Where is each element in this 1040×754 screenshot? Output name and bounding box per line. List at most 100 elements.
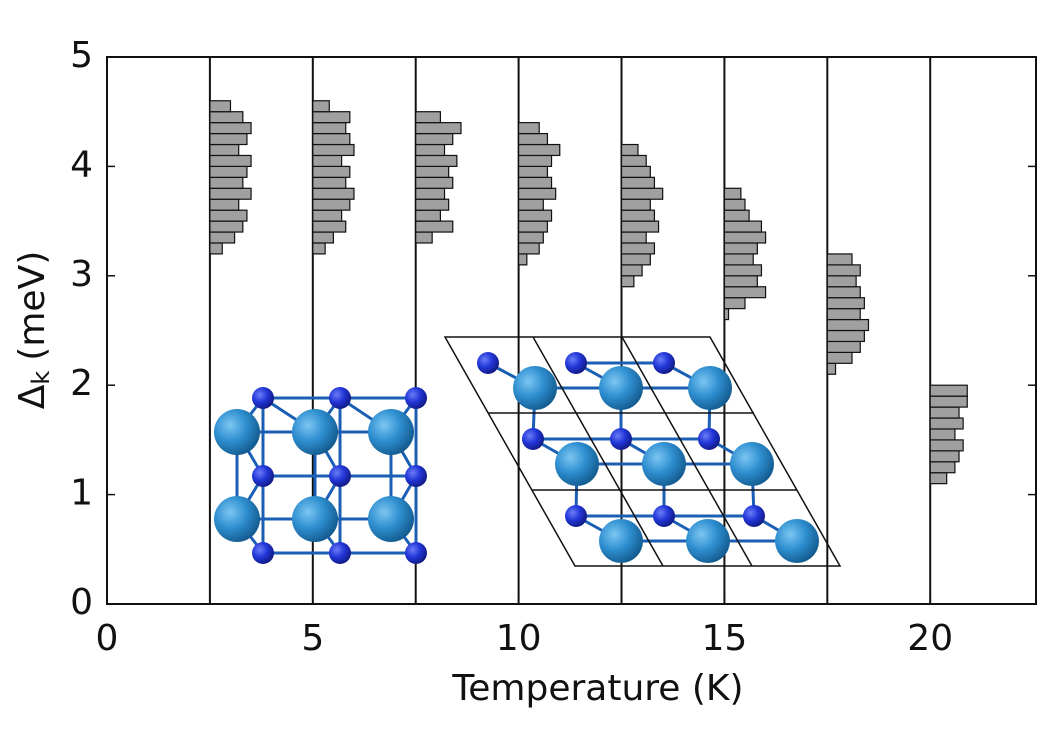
histogram-bar bbox=[518, 132, 549, 146]
histogram-bar bbox=[826, 351, 853, 364]
histogram-bar bbox=[620, 253, 651, 266]
y-axis-label: Δk (meV) bbox=[12, 251, 55, 409]
histogram-bar bbox=[209, 209, 248, 222]
histogram-bar bbox=[620, 275, 635, 288]
histogram-bar bbox=[312, 143, 355, 157]
y-tick-label: 1 bbox=[70, 473, 93, 514]
histogram-bar bbox=[826, 253, 853, 266]
histogram-bar bbox=[312, 132, 351, 146]
histogram-bar bbox=[929, 395, 968, 408]
histogram-bar bbox=[620, 187, 664, 200]
histogram-bar bbox=[826, 340, 861, 353]
histogram-bar bbox=[415, 231, 433, 244]
histogram-bar bbox=[826, 275, 857, 288]
histogram-bar bbox=[209, 242, 223, 255]
histogram-bar bbox=[209, 111, 244, 124]
x-tick-label: 20 bbox=[907, 618, 953, 659]
histogram-bar bbox=[929, 417, 964, 430]
histogram-bar bbox=[312, 100, 330, 113]
y-tick-label: 5 bbox=[70, 35, 93, 76]
y-label-symbol: Δ bbox=[12, 384, 53, 409]
histogram-bar bbox=[826, 264, 861, 277]
histogram-bar bbox=[209, 176, 244, 189]
histogram-bar bbox=[209, 143, 240, 157]
plot-frame bbox=[106, 56, 1037, 605]
histogram-bar bbox=[723, 198, 746, 211]
histogram-bar bbox=[415, 111, 442, 124]
histogram-bar bbox=[415, 154, 458, 168]
histogram-bar bbox=[929, 450, 960, 463]
histogram-bar bbox=[929, 472, 948, 485]
histogram-bar bbox=[620, 242, 656, 255]
histogram-bar bbox=[929, 384, 968, 397]
histogram-bar bbox=[929, 406, 960, 419]
histogram-bar bbox=[312, 209, 343, 222]
histogram-bar bbox=[312, 231, 334, 244]
histogram-bar bbox=[518, 198, 544, 211]
histogram-bar bbox=[723, 209, 750, 222]
histogram-bar bbox=[415, 209, 442, 222]
histogram-bar bbox=[723, 187, 742, 200]
histogram-bar bbox=[620, 209, 656, 222]
histogram-bar bbox=[415, 122, 462, 135]
histogram-bar bbox=[826, 297, 865, 310]
histogram-bar bbox=[723, 297, 746, 310]
histogram-bar bbox=[826, 286, 861, 299]
histogram-bar bbox=[209, 198, 240, 211]
y-label-subscript: k bbox=[27, 371, 55, 385]
x-tick-label: 10 bbox=[496, 618, 542, 659]
histogram-bar bbox=[518, 165, 549, 178]
histogram-bar bbox=[209, 122, 252, 135]
histogram-bar bbox=[518, 143, 561, 157]
histogram-bar bbox=[723, 220, 763, 233]
histogram-bar bbox=[312, 242, 326, 255]
histogram-bar bbox=[620, 165, 651, 178]
histogram-bar bbox=[518, 176, 553, 189]
histogram-bar bbox=[518, 253, 528, 266]
histogram-bar bbox=[209, 231, 236, 244]
histogram-bar bbox=[518, 242, 540, 255]
histogram-bar bbox=[518, 154, 553, 168]
inset-left-structure bbox=[214, 387, 427, 564]
histogram-bar bbox=[518, 209, 553, 222]
y-tick-label: 0 bbox=[70, 582, 93, 623]
histogram-bar bbox=[312, 187, 355, 200]
histogram-bar bbox=[620, 264, 643, 277]
histogram-bar bbox=[620, 176, 656, 189]
histogram-bar bbox=[826, 329, 865, 343]
histogram-bar bbox=[826, 308, 861, 321]
histogram-bar bbox=[723, 242, 758, 255]
histogram-bar bbox=[312, 111, 351, 124]
histogram-bar bbox=[620, 154, 647, 168]
histogram-bar bbox=[518, 122, 540, 135]
histogram-bar bbox=[209, 165, 248, 178]
histogram-bar bbox=[209, 100, 232, 113]
histogram-bar bbox=[620, 198, 651, 211]
histogram-bar bbox=[415, 198, 450, 211]
histogram-bar bbox=[209, 220, 244, 233]
x-axis-label: Temperature (K) bbox=[451, 668, 743, 709]
histogram-bar bbox=[518, 231, 544, 244]
histogram-bar bbox=[415, 143, 446, 157]
x-tick-label: 5 bbox=[301, 618, 324, 659]
histogram-bar bbox=[929, 428, 956, 441]
y-tick-label: 3 bbox=[70, 254, 93, 295]
histogram-bar bbox=[929, 461, 956, 474]
x-tick-label: 0 bbox=[96, 618, 119, 659]
histogram-bar bbox=[826, 318, 870, 332]
histogram-bar bbox=[209, 187, 252, 200]
histogram-bar bbox=[415, 176, 454, 189]
inset-right-structure bbox=[443, 336, 842, 567]
histogram-bar bbox=[826, 362, 837, 375]
histogram-bar bbox=[312, 220, 347, 233]
histogram-bar bbox=[723, 308, 730, 321]
y-label-unit: (meV) bbox=[12, 251, 53, 361]
histogram-bar bbox=[723, 231, 767, 244]
histogram-bar bbox=[620, 231, 647, 244]
plot-area bbox=[208, 57, 968, 604]
histogram-bar bbox=[620, 143, 639, 157]
histogram-bar bbox=[312, 154, 343, 168]
histogram-bar bbox=[415, 220, 454, 233]
y-tick-label: 4 bbox=[70, 144, 93, 185]
